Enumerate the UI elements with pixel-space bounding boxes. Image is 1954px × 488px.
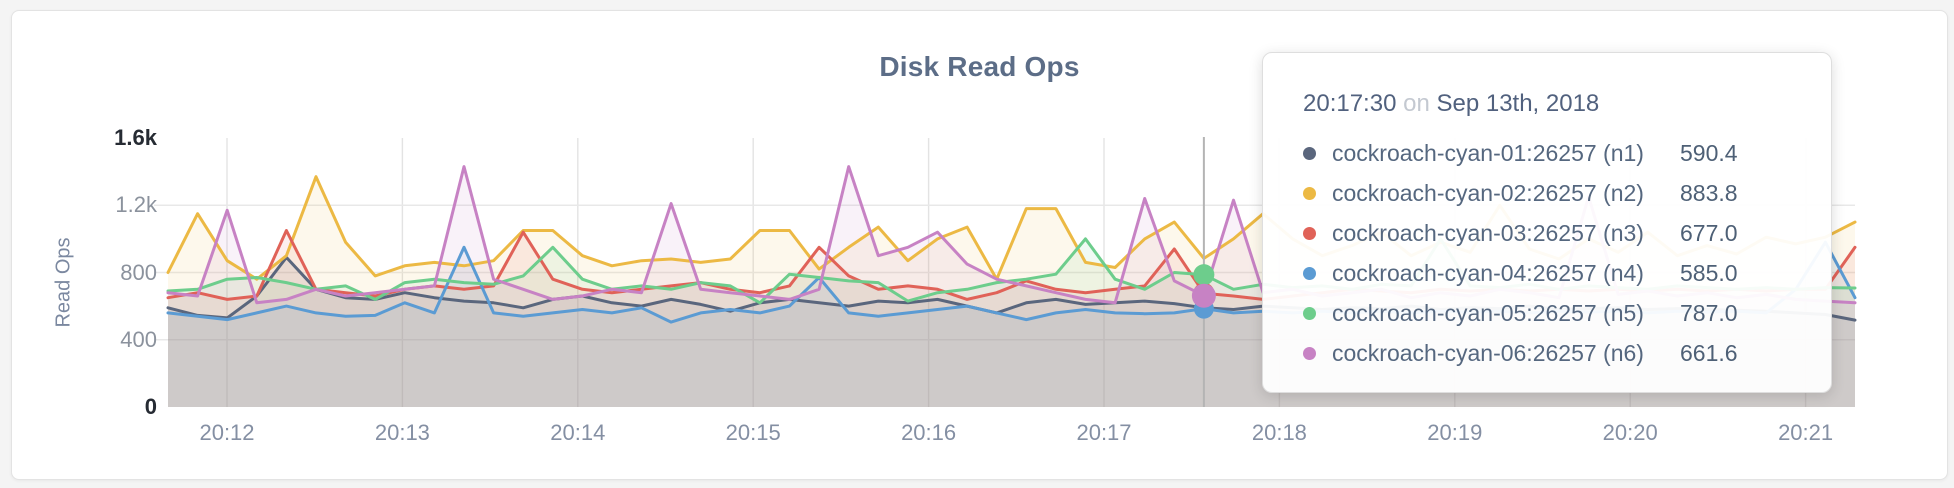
tooltip-series-value: 883.8 [1680,179,1738,206]
tooltip-rows: cockroach-cyan-01:26257 (n1) 590.4 cockroa… [1303,133,1811,373]
tooltip-row: cockroach-cyan-02:26257 (n2) 883.8 [1303,173,1811,213]
tooltip-series-label: cockroach-cyan-06:26257 (n6) [1332,339,1644,366]
tooltip-series-value: 787.0 [1680,299,1738,326]
tooltip-row: cockroach-cyan-05:26257 (n5) 787.0 [1303,293,1811,333]
y-tick-label: 800 [120,259,157,285]
series-color-dot-icon [1303,266,1316,280]
x-tick-label: 20:14 [550,420,606,445]
series-color-dot-icon [1303,226,1316,240]
tooltip-series-label: cockroach-cyan-05:26257 (n5) [1332,299,1644,326]
tooltip-header: 20:17:30 on Sep 13th, 2018 [1303,89,1811,119]
x-tick-label: 20:12 [199,420,255,445]
series-color-dot-icon [1303,146,1316,160]
tooltip-series-label: cockroach-cyan-01:26257 (n1) [1332,139,1644,166]
crosshair-dot [1191,283,1216,308]
series-color-dot-icon [1303,186,1316,200]
x-tick-label: 20:16 [901,420,957,445]
series-color-dot-icon [1303,306,1316,320]
tooltip-conjunction: on [1403,90,1430,117]
chart-tooltip: 20:17:30 on Sep 13th, 2018 cockroach-cya… [1262,52,1832,393]
y-tick-label: 1.2k [115,192,157,218]
x-tick-label: 20:15 [725,420,781,445]
tooltip-row: cockroach-cyan-01:26257 (n1) 590.4 [1303,133,1811,173]
x-tick-label: 20:13 [374,420,430,445]
y-tick-label: 1.6k [114,125,157,150]
y-tick-label: 400 [120,326,157,352]
series-color-dot-icon [1303,346,1316,360]
tooltip-row: cockroach-cyan-03:26257 (n3) 677.0 [1303,213,1811,253]
tooltip-series-value: 590.4 [1680,139,1738,166]
tooltip-series-value: 585.0 [1680,259,1738,286]
x-tick-label: 20:17 [1076,420,1132,445]
tooltip-date: Sep 13th, 2018 [1436,90,1600,117]
tooltip-series-value: 677.0 [1680,219,1738,246]
tooltip-series-label: cockroach-cyan-03:26257 (n3) [1332,219,1644,246]
x-tick-label: 20:20 [1602,420,1658,445]
x-tick-label: 20:19 [1427,420,1483,445]
tooltip-row: cockroach-cyan-04:26257 (n4) 585.0 [1303,253,1811,293]
chart-title: Disk Read Ops [879,51,1080,82]
tooltip-series-label: cockroach-cyan-04:26257 (n4) [1332,259,1644,286]
crosshair-dot [1193,264,1215,286]
tooltip-series-value: 661.6 [1680,339,1738,366]
x-tick-label: 20:18 [1251,420,1307,445]
x-tick-label: 20:21 [1778,420,1834,445]
tooltip-row: cockroach-cyan-06:26257 (n6) 661.6 [1303,333,1811,373]
tooltip-series-label: cockroach-cyan-02:26257 (n2) [1332,179,1644,206]
tooltip-time: 20:17:30 [1303,90,1397,117]
y-tick-label: 0 [144,394,157,419]
